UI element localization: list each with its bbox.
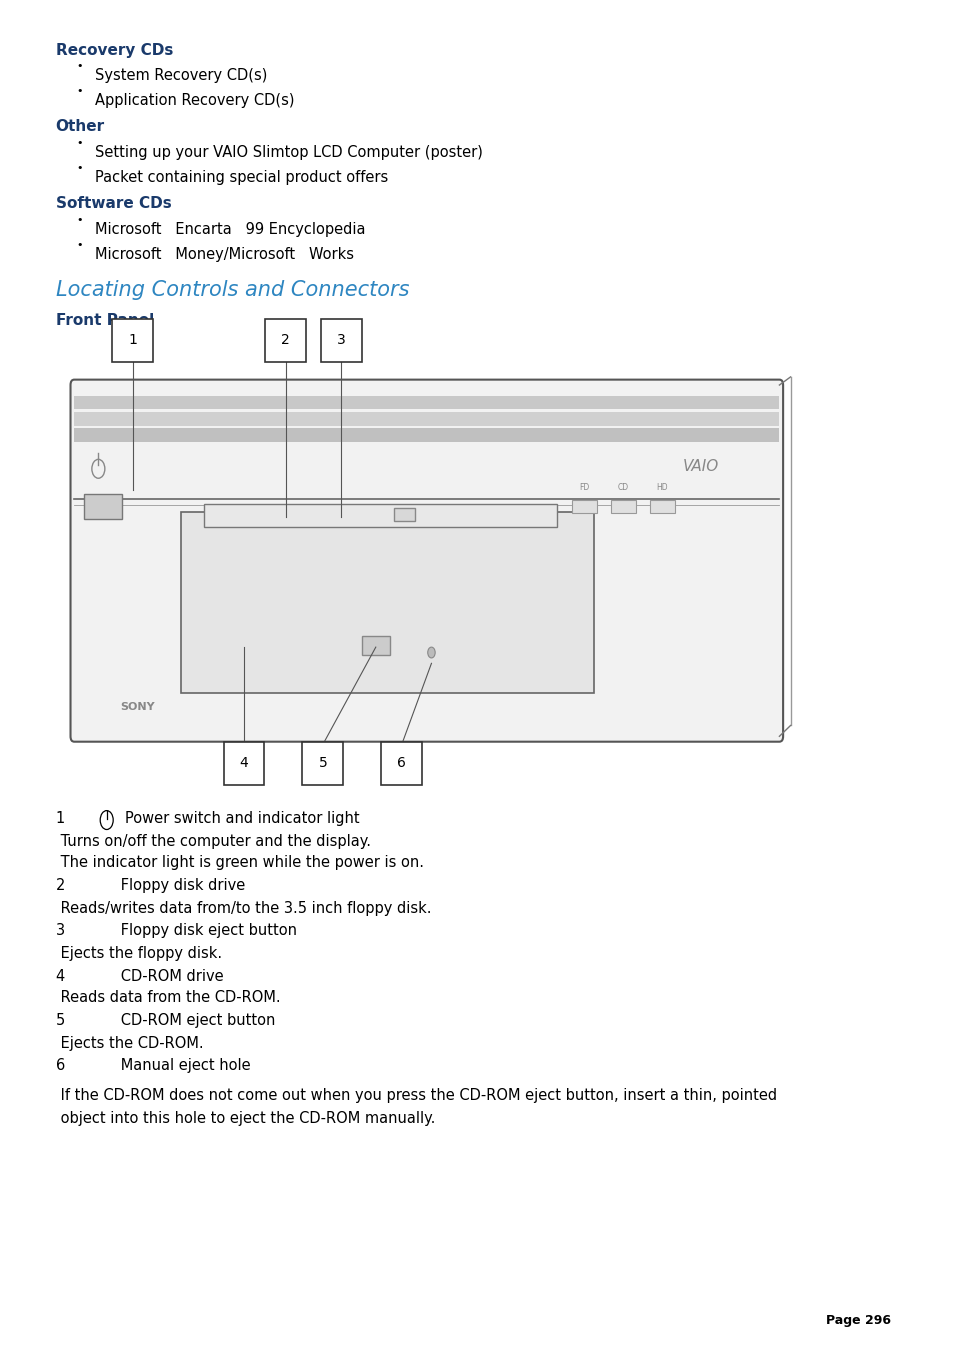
Text: SONY: SONY bbox=[120, 701, 155, 712]
Text: Other: Other bbox=[55, 119, 105, 134]
Text: Front Panel: Front Panel bbox=[55, 313, 153, 328]
Text: Ejects the floppy disk.: Ejects the floppy disk. bbox=[55, 946, 221, 961]
Text: 2: 2 bbox=[281, 334, 290, 347]
Text: Power switch and indicator light: Power switch and indicator light bbox=[125, 811, 359, 825]
Text: Microsoft   Money/Microsoft   Works: Microsoft Money/Microsoft Works bbox=[94, 247, 354, 262]
Text: object into this hole to eject the CD-ROM manually.: object into this hole to eject the CD-RO… bbox=[55, 1111, 435, 1125]
Text: The indicator light is green while the power is on.: The indicator light is green while the p… bbox=[55, 855, 423, 870]
Bar bbox=[361, 636, 389, 655]
Text: Setting up your VAIO Slimtop LCD Computer (poster): Setting up your VAIO Slimtop LCD Compute… bbox=[94, 145, 482, 159]
FancyBboxPatch shape bbox=[302, 742, 343, 785]
Text: •: • bbox=[76, 86, 83, 96]
Text: System Recovery CD(s): System Recovery CD(s) bbox=[94, 68, 267, 82]
Text: 3: 3 bbox=[55, 923, 65, 938]
Text: •: • bbox=[76, 61, 83, 70]
Bar bbox=[204, 504, 557, 527]
Text: Packet containing special product offers: Packet containing special product offers bbox=[94, 170, 388, 185]
Text: •: • bbox=[76, 163, 83, 173]
Bar bbox=[650, 500, 674, 513]
Bar bbox=[394, 508, 415, 521]
Text: CD-ROM eject button: CD-ROM eject button bbox=[92, 1013, 274, 1028]
Text: Reads data from the CD-ROM.: Reads data from the CD-ROM. bbox=[55, 990, 280, 1005]
FancyBboxPatch shape bbox=[321, 319, 361, 362]
FancyBboxPatch shape bbox=[71, 380, 782, 742]
Text: Ejects the CD-ROM.: Ejects the CD-ROM. bbox=[55, 1036, 203, 1051]
Bar bbox=[572, 500, 596, 513]
Text: Manual eject hole: Manual eject hole bbox=[92, 1058, 250, 1073]
Bar bbox=[74, 412, 779, 426]
Text: VAIO: VAIO bbox=[681, 458, 718, 474]
Text: CD-ROM drive: CD-ROM drive bbox=[92, 969, 223, 984]
Text: 2: 2 bbox=[55, 878, 65, 893]
Text: •: • bbox=[76, 138, 83, 147]
FancyBboxPatch shape bbox=[265, 319, 306, 362]
Text: If the CD-ROM does not come out when you press the CD-ROM eject button, insert a: If the CD-ROM does not come out when you… bbox=[55, 1088, 776, 1102]
FancyBboxPatch shape bbox=[112, 319, 152, 362]
Circle shape bbox=[427, 647, 435, 658]
Bar bbox=[611, 500, 635, 513]
Text: •: • bbox=[76, 240, 83, 250]
Text: 1: 1 bbox=[55, 811, 65, 825]
Text: FD: FD bbox=[578, 484, 589, 492]
Text: Reads/writes data from/to the 3.5 inch floppy disk.: Reads/writes data from/to the 3.5 inch f… bbox=[55, 901, 431, 916]
Text: Locating Controls and Connectors: Locating Controls and Connectors bbox=[55, 280, 409, 300]
Text: HD: HD bbox=[656, 484, 668, 492]
Text: 1: 1 bbox=[128, 334, 137, 347]
Text: Turns on/off the computer and the display.: Turns on/off the computer and the displa… bbox=[55, 834, 371, 848]
Text: 5: 5 bbox=[318, 757, 327, 770]
Text: 5: 5 bbox=[55, 1013, 65, 1028]
FancyBboxPatch shape bbox=[381, 742, 422, 785]
Text: 6: 6 bbox=[396, 757, 406, 770]
Text: •: • bbox=[76, 215, 83, 224]
Text: CD: CD bbox=[618, 484, 628, 492]
Text: 4: 4 bbox=[55, 969, 65, 984]
Text: Application Recovery CD(s): Application Recovery CD(s) bbox=[94, 93, 294, 108]
Text: Page 296: Page 296 bbox=[825, 1313, 890, 1327]
Text: Floppy disk eject button: Floppy disk eject button bbox=[92, 923, 296, 938]
Text: Microsoft   Encarta   99 Encyclopedia: Microsoft Encarta 99 Encyclopedia bbox=[94, 222, 365, 236]
Text: 6: 6 bbox=[55, 1058, 65, 1073]
Bar bbox=[74, 396, 779, 409]
FancyBboxPatch shape bbox=[223, 742, 264, 785]
Text: Recovery CDs: Recovery CDs bbox=[55, 43, 172, 58]
Bar bbox=[181, 512, 593, 693]
Bar bbox=[84, 494, 122, 519]
Bar bbox=[74, 428, 779, 442]
Text: Floppy disk drive: Floppy disk drive bbox=[92, 878, 245, 893]
Text: 4: 4 bbox=[239, 757, 248, 770]
Text: Software CDs: Software CDs bbox=[55, 196, 172, 211]
Text: 3: 3 bbox=[336, 334, 346, 347]
